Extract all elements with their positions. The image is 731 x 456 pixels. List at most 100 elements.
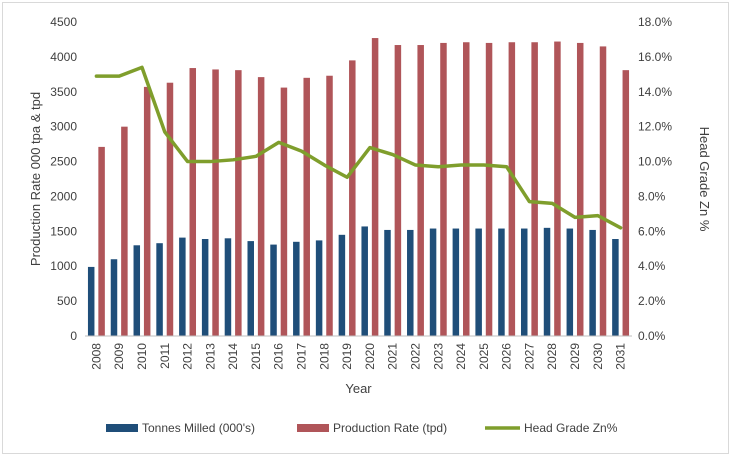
bar-tonnes-milled-2014 [224,238,232,336]
bar-production-rate-2015 [257,77,265,337]
bar-tonnes-milled-2017 [293,241,300,336]
line-layer [94,65,623,230]
bar-production-rate-2022 [417,45,424,336]
x-tick-label-2012: 2012 [181,343,195,370]
bar-production-rate-2014 [235,70,242,337]
bar-tonnes-milled-2019 [338,234,346,336]
bar-production-rate-2028 [554,41,561,336]
y2-tick-label-2.0pct: 2.0% [638,294,666,308]
x-tick-label-2026: 2026 [500,343,514,370]
y-tick-label-1000: 1000 [50,259,77,273]
y-tick-label-4000: 4000 [50,50,77,64]
x-tick-label-2010: 2010 [135,343,149,370]
x-tick-label-2018: 2018 [317,343,331,370]
bar-production-rate-2013 [212,69,219,336]
y-tick-label-3000: 3000 [50,120,77,134]
y-tick-label-4500: 4500 [50,15,77,29]
bar-tonnes-milled-2023 [429,228,437,336]
bar-tonnes-milled-2022 [407,229,414,336]
y2-tick-label-8.0pct: 8.0% [638,189,666,203]
bar-tonnes-milled-2028 [543,227,551,336]
bar-tonnes-milled-2031 [612,239,619,336]
bar-tonnes-milled-2016 [270,244,277,336]
bar-production-rate-2017 [303,77,310,336]
legend-swatch-tonnes-milled [106,424,138,432]
y-tick-label-2000: 2000 [50,189,77,203]
x-tick-label-2020: 2020 [363,343,377,370]
bar-production-rate-2021 [394,45,402,336]
y2-tick-label-12.0pct: 12.0% [638,120,672,134]
bar-production-rate-2023 [440,42,447,337]
bars-layer [87,38,630,337]
x-tick-label-2011: 2011 [158,343,172,369]
x-tick-label-2029: 2029 [568,343,582,370]
bar-production-rate-2031 [622,70,630,337]
bar-production-rate-2012 [189,68,197,337]
bar-tonnes-milled-2011 [156,243,163,336]
x-tick-label-2030: 2030 [591,343,605,370]
bar-production-rate-2027 [531,42,538,337]
bar-tonnes-milled-2010 [133,245,141,336]
y2-tick-label-16.0pct: 16.0% [638,50,672,64]
y2-tick-label-6.0pct: 6.0% [638,224,666,238]
y2-tick-label-14.0pct: 14.0% [638,85,672,99]
bar-tonnes-milled-2021 [384,229,391,336]
y2-axis-title: Head Grade Zn % [697,127,712,232]
y2-tick-label-0.0pct: 0.0% [638,329,666,343]
x-tick-label-2019: 2019 [340,343,354,370]
bar-production-rate-2020 [371,38,379,337]
x-tick-label-2015: 2015 [249,343,263,370]
legend-label-production-rate: Production Rate (tpd) [333,421,447,435]
x-tick-label-2014: 2014 [226,343,240,370]
x-tick-label-2027: 2027 [522,343,536,370]
y-axis-ticks: 0 500 1000 1500 2000 2500 3000 3500 4000 4500 [50,15,77,343]
bar-production-rate-2016 [280,87,288,336]
x-axis-ticks: 2008 2009 2010 2011 2012 2013 2014 2015 2016 2017… [89,343,627,370]
bar-tonnes-milled-2030 [589,229,596,336]
x-tick-label-2022: 2022 [408,343,422,370]
x-tick-label-2025: 2025 [477,343,491,370]
bar-production-rate-2018 [326,75,333,336]
bar-production-rate-2025 [485,42,493,337]
x-tick-label-2013: 2013 [203,343,217,370]
bar-production-rate-2008 [98,146,105,336]
bar-tonnes-milled-2012 [179,237,186,336]
y2-tick-label-4.0pct: 4.0% [638,259,666,273]
bar-tonnes-milled-2009 [110,259,118,336]
bar-tonnes-milled-2024 [452,228,460,336]
bar-tonnes-milled-2029 [566,228,574,336]
bar-production-rate-2026 [508,42,516,337]
y-axis-title: Production Rate 000 tpa & tpd [28,92,43,266]
x-tick-label-2024: 2024 [454,343,468,370]
bar-production-rate-2029 [576,42,584,337]
x-tick-label-2021: 2021 [386,343,400,370]
bar-tonnes-milled-2027 [520,228,528,336]
x-tick-label-2008: 2008 [89,343,103,370]
y2-tick-label-10.0pct: 10.0% [638,155,672,169]
bar-production-rate-2009 [121,126,128,336]
bar-tonnes-milled-2026 [498,228,505,336]
legend: Tonnes Milled (000's) Production Rate (t… [106,421,618,435]
legend-label-head-grade: Head Grade Zn% [524,421,618,435]
bar-tonnes-milled-2018 [315,240,323,336]
legend-swatch-production-rate [297,424,329,432]
y2-tick-label-18.0pct: 18.0% [638,15,672,29]
line-head-grade-zn [94,65,623,230]
bar-tonnes-milled-2015 [247,241,254,336]
bar-production-rate-2024 [463,42,470,337]
x-tick-label-2031: 2031 [614,343,628,370]
y2-axis-ticks: 0.0% 2.0% 4.0% 6.0% 8.0% 10.0% 12.0% 14.0% 16.0%… [638,15,672,343]
y-tick-label-0: 0 [70,329,77,343]
bar-tonnes-milled-2008 [87,266,95,336]
x-tick-label-2016: 2016 [272,343,286,370]
y-tick-label-500: 500 [57,294,77,308]
bar-production-rate-2011 [166,82,174,337]
y-tick-label-1500: 1500 [50,224,77,238]
x-axis-title: Year [345,381,372,396]
y-tick-label-2500: 2500 [50,155,77,169]
x-tick-label-2017: 2017 [295,343,309,370]
legend-label-tonnes-milled: Tonnes Milled (000's) [142,421,255,435]
bar-production-rate-2019 [349,60,356,336]
